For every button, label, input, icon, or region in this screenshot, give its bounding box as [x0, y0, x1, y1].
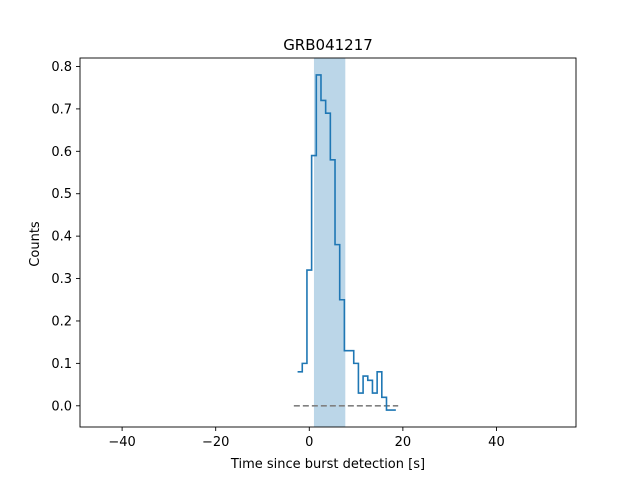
- x-tick-label: −40: [108, 435, 135, 450]
- chart-title: GRB041217: [283, 36, 373, 54]
- y-tick-label: 0.3: [51, 272, 72, 287]
- x-tick-label: 40: [488, 435, 505, 450]
- series-line-0: [297, 74, 396, 411]
- y-tick-label: 0.2: [51, 314, 72, 329]
- y-tick-label: 0.6: [51, 145, 72, 160]
- plot-frame: [79, 57, 577, 428]
- y-tick-label: 0.5: [51, 187, 72, 202]
- x-tick-label: 20: [395, 435, 412, 450]
- y-tick-label: 0.1: [51, 357, 72, 372]
- y-tick-label: 0.0: [51, 399, 72, 414]
- x-tick-label: −20: [202, 435, 229, 450]
- y-tick-label: 0.4: [51, 230, 72, 245]
- x-tick-label: 0: [305, 435, 313, 450]
- y-tick-label: 0.7: [51, 102, 72, 117]
- x-axis-label: Time since burst detection [s]: [230, 457, 425, 472]
- y-axis-label: Counts: [28, 221, 43, 267]
- y-tick-label: 0.8: [51, 60, 72, 75]
